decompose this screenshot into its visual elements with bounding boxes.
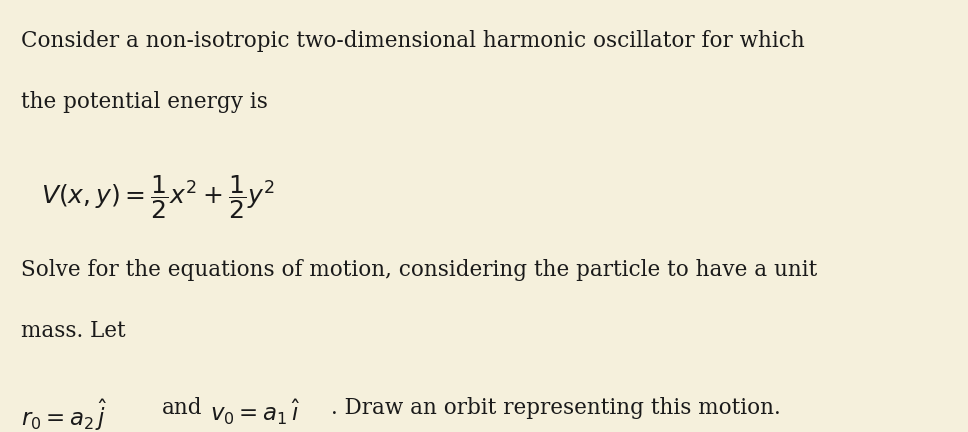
Text: Consider a non-isotropic two-dimensional harmonic oscillator for which: Consider a non-isotropic two-dimensional… xyxy=(21,30,805,52)
Text: Solve for the equations of motion, considering the particle to have a unit: Solve for the equations of motion, consi… xyxy=(21,259,818,281)
Text: $v_0 = a_1\,\hat{\imath}$: $v_0 = a_1\,\hat{\imath}$ xyxy=(210,397,301,427)
Text: mass. Let: mass. Let xyxy=(21,320,126,342)
Text: the potential energy is: the potential energy is xyxy=(21,91,268,113)
Text: and: and xyxy=(162,397,202,419)
Text: . Draw an orbit representing this motion.: . Draw an orbit representing this motion… xyxy=(331,397,781,419)
Text: $V(x,y) = \dfrac{1}{2}x^2 + \dfrac{1}{2}y^2$: $V(x,y) = \dfrac{1}{2}x^2 + \dfrac{1}{2}… xyxy=(41,173,274,221)
Text: $r_0 = a_2\,\hat{j}$: $r_0 = a_2\,\hat{j}$ xyxy=(21,397,107,432)
